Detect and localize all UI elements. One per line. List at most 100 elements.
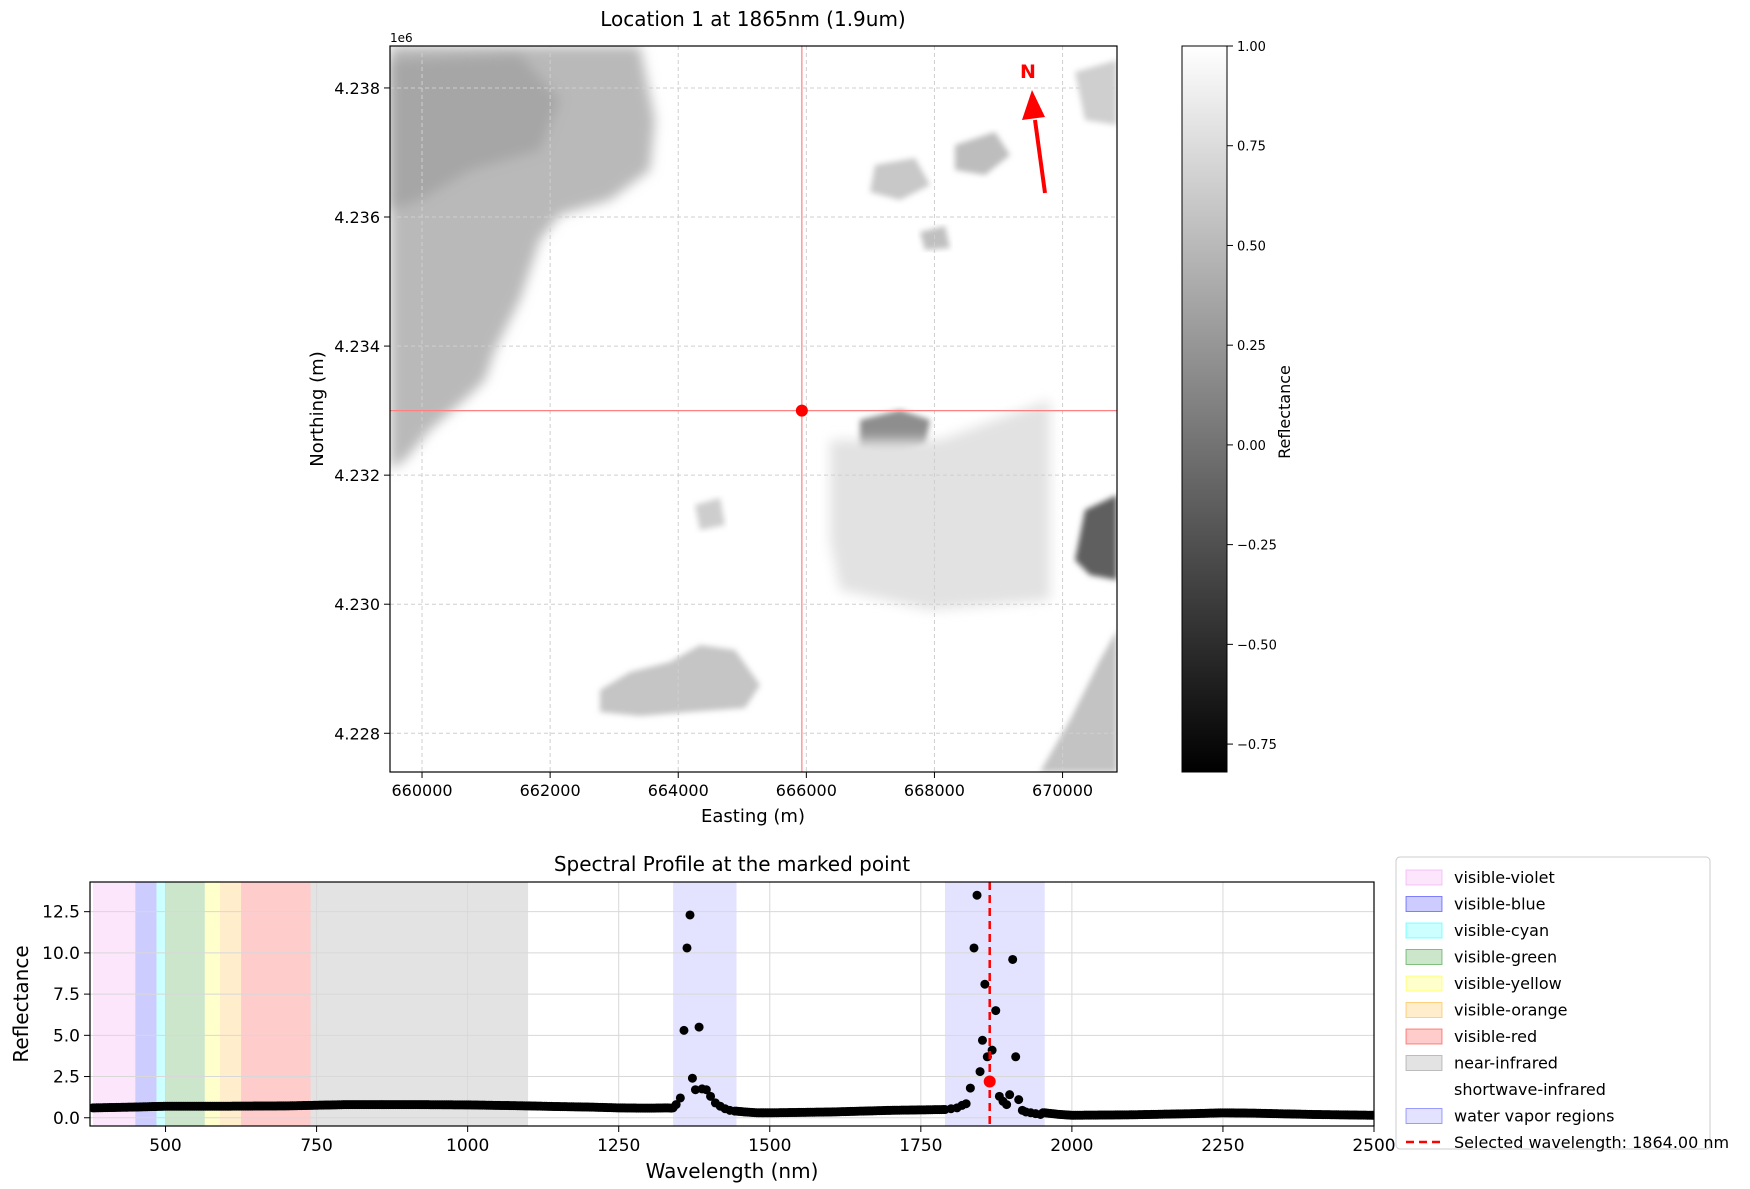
legend-swatch (1405, 975, 1443, 992)
map-x-tick-label: 666000 (776, 781, 837, 800)
spectral-point (706, 1091, 716, 1101)
spectral-point (725, 1105, 735, 1115)
spectral-x-tick-label: 1500 (748, 1136, 791, 1156)
cloud-south (600, 645, 760, 716)
spectral-legend: visible-violet visible-blue visible-cyan vi… (1395, 856, 1729, 1152)
spectral-band (241, 882, 311, 1126)
map-marked-point (795, 404, 808, 417)
legend-swatch (1405, 869, 1443, 886)
legend-label: visible-green (1454, 948, 1557, 967)
spectral-x-tick-label: 1250 (597, 1136, 640, 1156)
spectral-band (156, 882, 166, 1126)
spectral-gridlines (90, 882, 1374, 1126)
spectral-point (991, 1006, 1001, 1016)
spectral-x-tick-label: 2500 (1352, 1136, 1395, 1156)
map-gridlines (390, 46, 1117, 772)
striped-region-east (830, 400, 1050, 610)
map-axes-frame (389, 45, 1118, 773)
spectral-x-tick-label: 1000 (446, 1136, 489, 1156)
legend-swatch (1405, 896, 1443, 912)
colorbar-tick-label: 0.75 (1237, 140, 1266, 155)
patch-northeast-2 (870, 158, 930, 200)
patch-small-1 (695, 498, 725, 530)
spectral-title: Spectral Profile at the marked point (554, 852, 910, 876)
spectral-point (671, 1100, 681, 1110)
spectral-x-tick-label: 2250 (1201, 1136, 1244, 1156)
spectral-point (980, 979, 990, 989)
legend-label: shortwave-infrared (1454, 1080, 1606, 1099)
map-y-tick-label: 4.238 (334, 79, 380, 98)
map-x-tick-label: 670000 (1032, 781, 1093, 800)
patch-northeast-3 (1075, 60, 1117, 125)
spectral-x-axis-label: Wavelength (nm) (646, 1159, 819, 1183)
colorbar-tick-label: 0.00 (1237, 439, 1266, 454)
spectral-point (679, 1025, 689, 1035)
legend-swatch (1405, 1055, 1443, 1071)
spectral-band (135, 882, 157, 1126)
spectral-axes-frame (89, 881, 1375, 1127)
spectral-y-tick-label: 0.0 (53, 1109, 80, 1129)
colorbar-gradient (1181, 45, 1228, 773)
legend-label: visible-cyan (1454, 921, 1549, 940)
spectral-point (965, 1083, 975, 1093)
spectral-point (977, 1035, 987, 1045)
map-y-tick-label: 4.232 (334, 466, 380, 485)
spectral-band (310, 882, 529, 1126)
map-y-tick-label: 4.228 (334, 724, 380, 743)
map-y-ticks: 4.228 4.230 4.232 4.234 4.236 4.238 (334, 79, 390, 743)
map-y-offset-label: 1e6 (390, 31, 413, 45)
spectral-points (90, 890, 1374, 1120)
north-arrow-label: N (1020, 61, 1036, 83)
map-x-tick-label: 660000 (391, 781, 452, 800)
legend-frame (1395, 856, 1711, 1150)
spectral-panel: Spectral Profile at the marked point 500… (9, 852, 1396, 1183)
colorbar-ticks: 1.00 0.75 0.50 0.25 0.00 −0.25 −0.50 −0.75 (1227, 40, 1277, 753)
spectral-point (687, 1073, 697, 1083)
colorbar: 1.00 0.75 0.50 0.25 0.00 −0.25 −0.50 −0.75 Refl… (1181, 40, 1294, 773)
patch-southeast (1040, 630, 1117, 772)
spectral-point (1008, 954, 1018, 964)
spectral-band (165, 882, 205, 1126)
map-x-tick-label: 668000 (904, 781, 965, 800)
spectral-point (975, 1067, 985, 1077)
legend-label: water vapor regions (1454, 1107, 1615, 1126)
map-x-axis-label: Easting (m) (701, 806, 805, 827)
legend-label: visible-blue (1454, 895, 1546, 914)
map-x-tick-label: 662000 (520, 781, 581, 800)
spectral-point (961, 1099, 971, 1109)
spectral-background (90, 882, 1374, 1126)
legend-label: visible-violet (1454, 868, 1555, 887)
spectral-y-ticks: 0.0 2.5 5.0 7.5 10.0 12.5 (42, 903, 90, 1129)
spectral-point (1368, 1110, 1374, 1120)
patch-northeast-1 (955, 132, 1010, 175)
map-x-tick-label: 664000 (648, 781, 709, 800)
map-y-tick-label: 4.234 (334, 337, 380, 356)
selected-point (983, 1075, 996, 1088)
spectral-bands (93, 882, 1045, 1126)
colorbar-tick-label: −0.75 (1237, 738, 1277, 753)
spectral-x-tick-label: 2000 (1050, 1136, 1093, 1156)
spectral-point (690, 1085, 700, 1095)
spectral-point (972, 890, 982, 900)
legend-swatch (1405, 1002, 1443, 1018)
spectral-point (969, 943, 979, 953)
map-marked-point-group (795, 404, 808, 417)
legend-label: near-infrared (1454, 1054, 1558, 1073)
legend-swatch (1405, 1028, 1443, 1045)
spectral-point (685, 910, 695, 920)
spectral-x-tick-label: 500 (149, 1136, 181, 1156)
spectral-point (1035, 1109, 1045, 1119)
map-raster (390, 46, 1117, 772)
map-y-tick-label: 4.236 (334, 208, 380, 227)
spectral-band (944, 882, 1045, 1126)
spectral-point (694, 1022, 704, 1032)
north-arrow-head (1022, 90, 1045, 120)
map-y-axis-label: Northing (m) (307, 351, 328, 466)
spectral-y-axis-label: Reflectance (9, 945, 33, 1062)
spectral-x-tick-label: 1750 (899, 1136, 942, 1156)
spectral-point (675, 1093, 685, 1103)
spectral-x-ticks: 500 750 1000 1250 1500 1750 2000 2250 2500 (149, 1126, 1396, 1156)
spectral-band (204, 882, 220, 1126)
colorbar-tick-label: −0.50 (1237, 638, 1277, 653)
legend-swatch (1405, 922, 1443, 939)
